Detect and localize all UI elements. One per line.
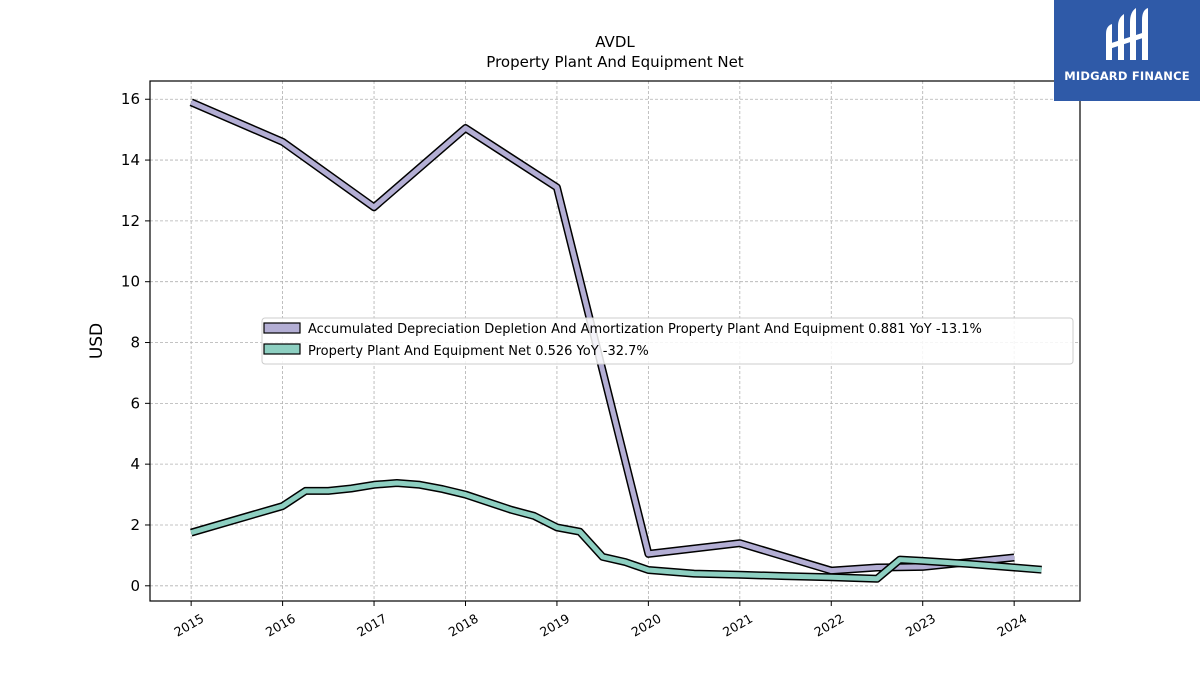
x-tick-label: 2017 xyxy=(354,611,389,640)
x-tick-label: 2024 xyxy=(994,611,1029,640)
series-lines xyxy=(189,98,1042,583)
series-line-ppe-net xyxy=(190,480,1042,582)
legend-swatch-accumulated-depreciation xyxy=(263,322,301,334)
y-tick-label: 12 xyxy=(121,212,140,230)
y-tick-label: 10 xyxy=(121,273,140,291)
x-tick-label: 2021 xyxy=(720,611,755,640)
y-tick-label: 14 xyxy=(121,151,140,169)
legend-swatch-ppe-net xyxy=(263,343,301,355)
y-tick-label: 6 xyxy=(130,394,140,412)
brand-logo-icon xyxy=(1106,8,1148,60)
axis-ticks: 2015 2016 2017 2018 2019 2020 2021 2022 2023 2024… xyxy=(121,90,1030,639)
chart-title: AVDL xyxy=(595,33,635,51)
x-tick-label: 2020 xyxy=(629,611,664,640)
x-tick-label: 2023 xyxy=(903,611,938,640)
legend-label-ppe-net: Property Plant And Equipment Net 0.526 Y… xyxy=(308,344,649,359)
x-tick-label: 2015 xyxy=(171,611,206,640)
x-tick-label: 2016 xyxy=(263,611,298,640)
x-tick-label: 2022 xyxy=(811,611,846,640)
y-axis-label: USD xyxy=(87,323,107,359)
brand-name: MIDGARD FINANCE xyxy=(1064,69,1190,83)
y-tick-label: 16 xyxy=(121,90,140,108)
y-tick-label: 8 xyxy=(130,334,140,352)
plot-area-frame xyxy=(149,80,1081,602)
y-tick-label: 0 xyxy=(130,577,140,595)
y-tick-label: 2 xyxy=(130,516,140,534)
x-tick-label: 2018 xyxy=(446,611,481,640)
legend-label-accumulated-depreciation: Accumulated Depreciation Depletion And A… xyxy=(308,322,982,337)
chart-subtitle: Property Plant And Equipment Net xyxy=(486,53,743,71)
legend: Accumulated Depreciation Depletion And A… xyxy=(261,317,1074,365)
y-tick-label: 4 xyxy=(130,455,140,473)
brand-logo: MIDGARD FINANCE xyxy=(1054,0,1200,101)
x-tick-label: 2019 xyxy=(537,611,572,640)
legend-frame xyxy=(261,317,1074,365)
